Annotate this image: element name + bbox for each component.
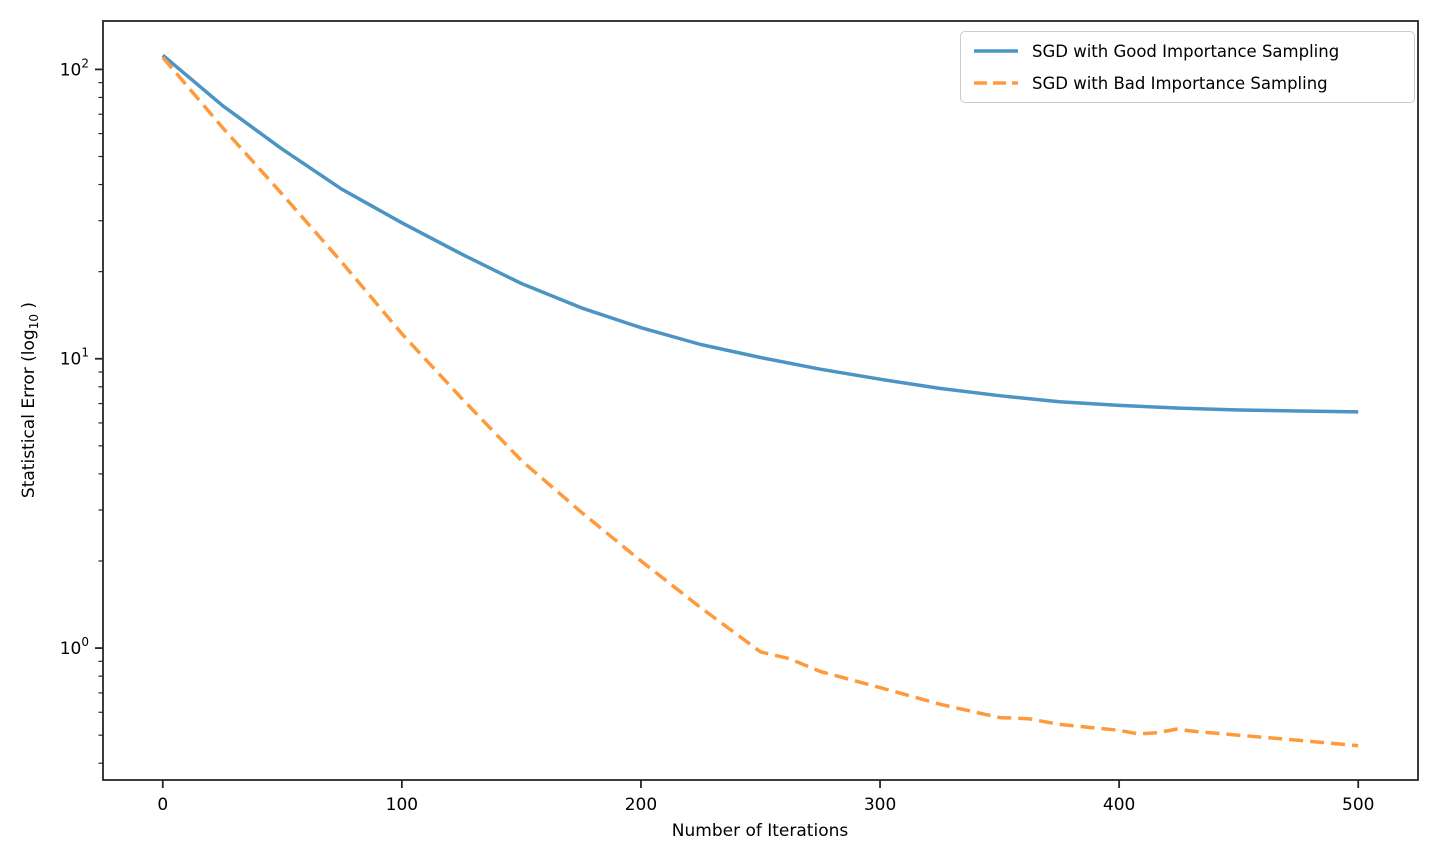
x-tick-label: 400 xyxy=(1103,795,1135,815)
y-tick-label: 100 xyxy=(60,635,89,659)
y-axis-label-suffix: ) xyxy=(18,301,39,314)
y-axis-label-prefix: Statistical Error (log xyxy=(18,329,39,499)
legend-label-good: SGD with Good Importance Sampling xyxy=(1032,41,1340,61)
legend: SGD with Good Importance Sampling SGD wi… xyxy=(960,31,1415,103)
x-tick-label: 0 xyxy=(157,795,168,815)
legend-line-good-icon xyxy=(974,49,1018,53)
series-line-bad xyxy=(161,56,1359,748)
x-tick-label: 100 xyxy=(386,795,418,815)
y-tick-label: 101 xyxy=(60,346,89,370)
y-axis-label-subscript: 10 xyxy=(27,313,42,330)
legend-line-bad-icon xyxy=(974,81,1018,85)
y-tick-label: 102 xyxy=(60,56,89,80)
x-axis-label: Number of Iterations xyxy=(671,821,849,841)
legend-label-bad: SGD with Bad Importance Sampling xyxy=(1032,73,1328,93)
x-tick-label: 200 xyxy=(625,795,657,815)
legend-item-good: SGD with Good Importance Sampling xyxy=(961,36,1414,66)
legend-item-bad: SGD with Bad Importance Sampling xyxy=(961,68,1414,98)
y-axis-label: Statistical Error (log10 ) xyxy=(19,302,41,498)
x-tick-label: 500 xyxy=(1342,795,1374,815)
series-line-good xyxy=(161,53,1359,414)
x-tick-label: 300 xyxy=(864,795,896,815)
y-axis: 102 101 100 xyxy=(60,56,103,764)
x-axis: 0 100 200 300 400 500 xyxy=(157,780,1374,815)
plot-area xyxy=(102,20,1419,781)
